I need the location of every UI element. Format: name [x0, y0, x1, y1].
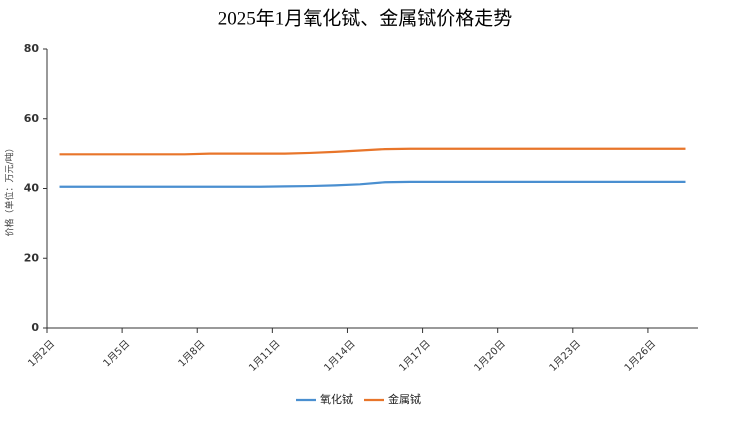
- y-tick-label: 0: [31, 321, 39, 334]
- y-tick-label: 80: [24, 42, 40, 55]
- x-tick-label: 1月20日: [472, 338, 508, 374]
- series-line: [59, 180, 686, 188]
- x-tick-label: 1月26日: [622, 338, 658, 374]
- x-tick-label: 1月11日: [246, 338, 282, 374]
- x-tick-label: 1月14日: [322, 338, 358, 374]
- y-tick-label: 20: [24, 251, 40, 264]
- legend-label: 氧化铽: [320, 392, 353, 406]
- x-tick-label: 1月5日: [101, 338, 133, 370]
- y-tick-label: 40: [24, 182, 40, 195]
- x-tick-label: 1月17日: [397, 338, 433, 374]
- y-axis-label: 价格（单位：万元/吨）: [4, 143, 16, 236]
- x-tick-label: 1月23日: [547, 338, 583, 374]
- y-tick-label: 60: [24, 112, 40, 125]
- x-tick-label: 1月8日: [176, 338, 208, 370]
- x-tick-label: 1月2日: [26, 338, 58, 370]
- legend-label: 金属铽: [388, 392, 421, 406]
- chart-title: 2025年1月氧化铽、金属铽价格走势: [218, 7, 513, 29]
- series-line: [59, 147, 686, 156]
